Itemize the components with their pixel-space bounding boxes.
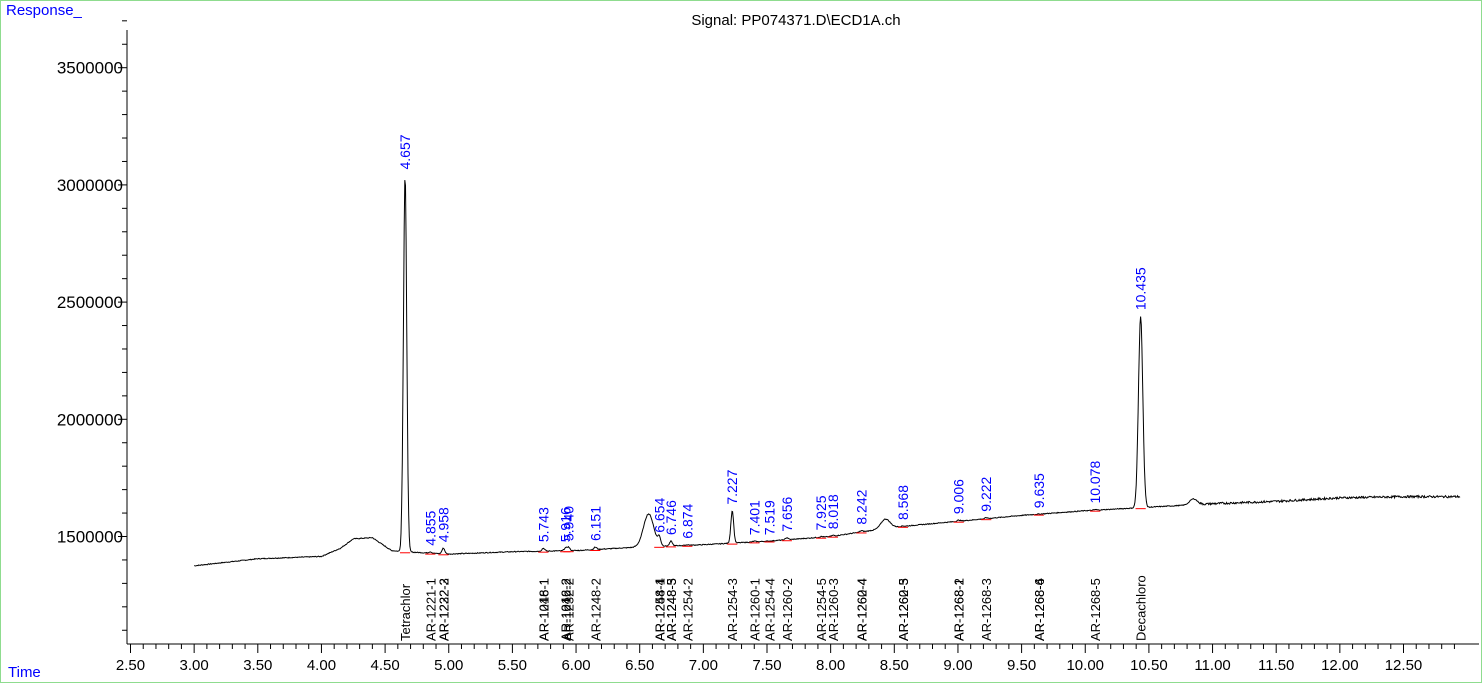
peak-rt-label: 9.006 [951, 479, 967, 514]
x-tick-label: 6.00 [561, 657, 590, 674]
compound-label: Tetrachlor [398, 583, 413, 641]
peak-rt-label: 4.855 [422, 510, 438, 545]
peak-rt-label: 6.746 [663, 500, 679, 535]
peak-rt-label: 5.940 [560, 506, 576, 541]
compound-label: AR-1268-6 [1032, 578, 1047, 641]
compound-label: AR-1260-5 [896, 578, 911, 641]
peak-rt-label: 7.925 [813, 495, 829, 530]
peak-rt-label: 7.227 [724, 469, 740, 504]
peak-rt-label: 4.958 [435, 507, 451, 542]
x-tick-label: 7.00 [689, 657, 718, 674]
y-tick-label: 3500000 [57, 59, 123, 78]
signal-trace-line [194, 180, 1461, 567]
compound-label: AR-1268-1 [952, 578, 967, 641]
compound-label: AR-1016-1 [536, 578, 551, 641]
compound-label: Decachloro [1134, 575, 1149, 641]
y-axis-title: Response_ [6, 2, 83, 19]
compound-label: AR-1262-3 [896, 578, 911, 641]
x-tick-label: 3.00 [180, 657, 209, 674]
peak-rt-label: 4.657 [397, 134, 413, 169]
compound-label: AR-1260-1 [747, 578, 762, 641]
x-tick-label: 12.00 [1321, 657, 1359, 674]
chart-title: Signal: PP074371.D\ECD1A.ch [691, 12, 900, 29]
baseline-markers [399, 508, 1146, 556]
signal-trace [194, 180, 1461, 567]
peak-rt-label: 5.916 [557, 507, 573, 542]
peak-rt-label: 6.654 [651, 498, 667, 533]
y-tick-label: 1500000 [57, 528, 123, 547]
compound-label: AR-1248-4 [652, 578, 667, 641]
peak-rt-label: 8.018 [825, 494, 841, 529]
compound-label: AR-1232-3 [436, 578, 451, 641]
peak-rt-label: 6.874 [679, 503, 695, 538]
x-tick-label: 3.50 [243, 657, 272, 674]
peak-rt-label: 6.151 [587, 506, 603, 541]
compound-label: AR-1016-2 [558, 578, 573, 641]
peak-rt-label: 10.435 [1133, 267, 1149, 310]
y-tick-label: 2000000 [57, 410, 123, 429]
compound-label: AR-1222-2 [436, 578, 451, 641]
compound-label: AR-1268-2 [952, 578, 967, 641]
compound-label: AR-1268-5 [1088, 578, 1103, 641]
compound-label: AR-1260-3 [826, 578, 841, 641]
y-axis-ticks: 1500000 2000000 2500000 3000000 3500000 [57, 20, 127, 631]
compound-label: AR-1232-2 [561, 578, 576, 641]
x-tick-label: 5.00 [434, 657, 463, 674]
x-tick-label: 6.50 [625, 657, 654, 674]
peak-rt-label: 7.656 [779, 496, 795, 531]
peak-rt-label: 8.242 [854, 489, 870, 524]
compound-label: AR-1268-4 [1032, 578, 1047, 641]
peak-rt-label: 9.635 [1031, 473, 1047, 508]
x-tick-label: 11.00 [1194, 657, 1230, 674]
x-tick-label: 4.00 [307, 657, 336, 674]
compound-label: AR-1248-1 [536, 578, 551, 641]
compound-label: AR-1254-5 [814, 578, 829, 641]
peak-rt-label: 7.401 [746, 500, 762, 535]
compound-label: AR-1260-4 [855, 578, 870, 641]
x-tick-label: 9.50 [1007, 657, 1036, 674]
compound-labels: Tetrachlor AR-1221-1AR-1222-2AR-1232-3 AR-… [398, 575, 1149, 641]
x-tick-label: 10.00 [1066, 657, 1104, 674]
compound-label: AR-1260-2 [780, 578, 795, 641]
x-axis-title: Time [8, 664, 41, 681]
x-tick-label: 2.50 [116, 657, 145, 674]
compound-label: AR-1221-1 [423, 578, 438, 641]
compound-label: AR-1254-4 [762, 578, 777, 641]
compound-label: AR-1268-3 [979, 578, 994, 641]
peak-rt-label: 7.519 [761, 500, 777, 535]
compound-label: AR-1254-2 [680, 578, 695, 641]
x-tick-label: 4.50 [370, 657, 399, 674]
y-tick-label: 2500000 [57, 293, 123, 312]
compound-label: AR-1248-5 [664, 578, 679, 641]
compound-label: AR-1254-3 [725, 578, 740, 641]
compound-label: AR-1248-2 [588, 578, 603, 641]
compound-label: AR-1254-1 [652, 578, 667, 641]
peak-rt-label: 5.743 [535, 507, 551, 542]
x-tick-label: 9.00 [943, 657, 972, 674]
peak-rt-label: 9.222 [978, 476, 994, 511]
axes [126, 30, 1479, 645]
x-tick-label: 8.50 [880, 657, 909, 674]
x-tick-label: 11.50 [1258, 657, 1294, 674]
compound-label: AR-1242-2 [558, 578, 573, 641]
x-tick-label: 12.50 [1385, 657, 1423, 674]
x-tick-label: 10.50 [1130, 657, 1168, 674]
y-tick-label: 3000000 [57, 176, 123, 195]
x-axis-ticks: 2.50 3.00 3.50 4.00 4.50 5.00 5.50 6.00 6.50 7.00… [116, 644, 1455, 674]
compound-label: AR-1262-4 [855, 578, 870, 641]
peak-rt-label: 8.568 [895, 485, 911, 520]
peak-rt-label: 10.078 [1087, 460, 1103, 503]
x-tick-label: 5.50 [498, 657, 527, 674]
x-tick-label: 7.50 [752, 657, 781, 674]
x-tick-label: 8.00 [816, 657, 845, 674]
compound-label: AR-1248-3 [664, 578, 679, 641]
